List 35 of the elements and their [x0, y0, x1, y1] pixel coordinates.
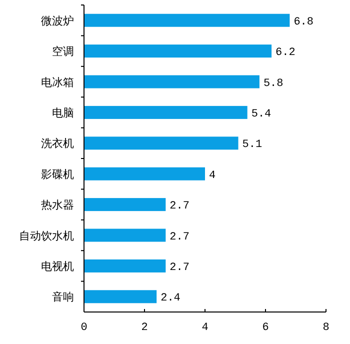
data-label: 4: [209, 170, 216, 182]
bar: [84, 106, 248, 119]
data-label: 5.4: [251, 108, 272, 120]
data-label: 2.7: [170, 262, 190, 274]
bar: [84, 198, 166, 212]
y-tick-label: 电冰箱: [41, 76, 74, 89]
bar: [84, 136, 238, 150]
bar: [84, 259, 166, 272]
y-tick-label: 电脑: [52, 106, 74, 120]
y-tick-label: 自动饮水机: [19, 229, 74, 242]
x-tick-label: 4: [202, 322, 209, 334]
x-tick-label: 2: [141, 322, 148, 334]
data-label: 6.2: [276, 47, 296, 60]
data-label: 2.7: [170, 231, 190, 244]
x-tick-label: 0: [80, 322, 88, 334]
y-tick-label: 热水器: [41, 198, 74, 212]
bar: [84, 167, 205, 180]
data-label: 5.8: [263, 78, 284, 90]
y-tick-label: 空调: [52, 45, 74, 58]
data-label: 5.1: [242, 139, 262, 152]
y-tick-label: 微波炉: [41, 14, 74, 28]
bar: [84, 290, 157, 304]
y-tick-label: 影碟机: [41, 168, 74, 181]
bar: [84, 44, 272, 58]
x-tick-label: 6: [262, 322, 269, 334]
bar: [84, 14, 290, 27]
data-label: 6.8: [294, 16, 314, 28]
y-tick-label: 洗衣机: [41, 137, 74, 150]
data-label: 2.7: [170, 200, 190, 213]
y-tick-label: 电视机: [41, 260, 74, 273]
bar: [84, 228, 166, 242]
y-tick-label: 音响: [52, 290, 74, 304]
data-label: 2.4: [160, 292, 181, 305]
bar: [84, 75, 260, 88]
x-tick-label: 8: [322, 322, 330, 334]
